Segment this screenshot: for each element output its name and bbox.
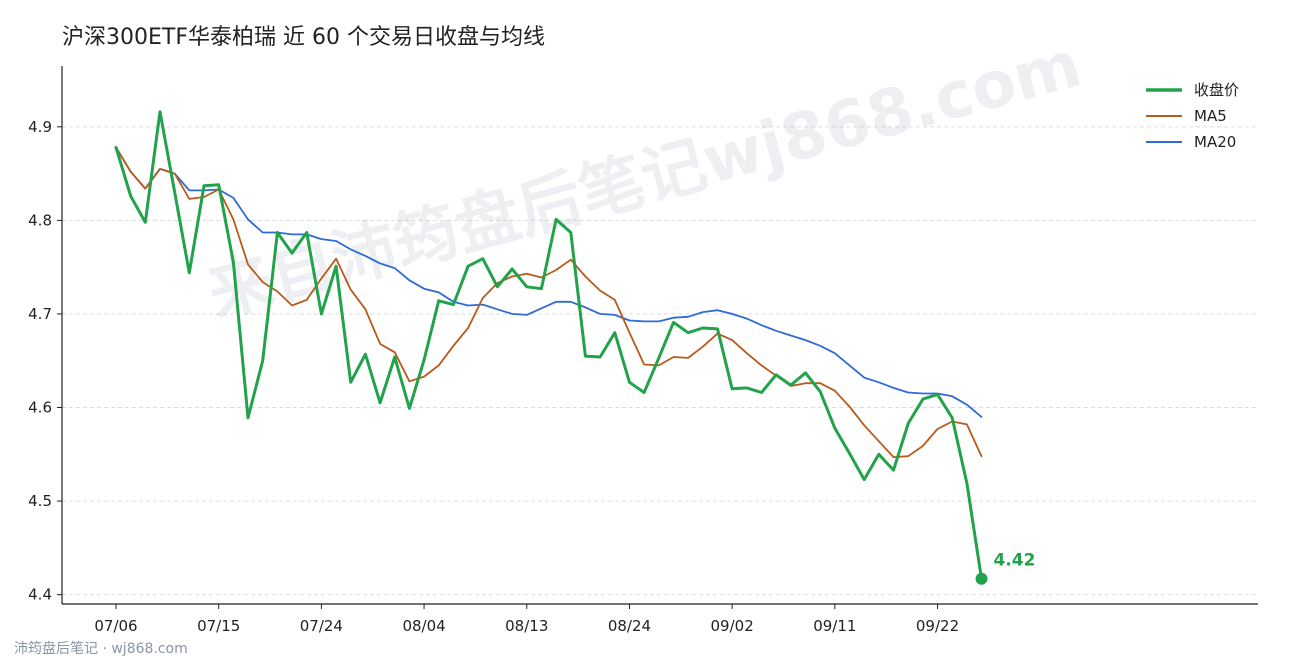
- y-tick-label: 4.6: [28, 399, 52, 417]
- y-tick-label: 4.9: [28, 118, 52, 136]
- x-tick-label: 09/02: [711, 617, 754, 635]
- x-tick-label: 08/04: [402, 617, 445, 635]
- chart-title: 沪深300ETF华泰柏瑞 近 60 个交易日收盘与均线: [62, 25, 545, 50]
- x-ticks: 07/06 07/15 07/24 08/04 08/13 08/24 09/02 09/11…: [94, 604, 959, 635]
- x-tick-label: 08/13: [505, 617, 548, 635]
- legend: 收盘价 MA5 MA20: [1146, 81, 1239, 151]
- legend-label: 收盘价: [1194, 81, 1239, 99]
- y-tick-label: 4.4: [28, 586, 52, 604]
- legend-label: MA5: [1194, 107, 1227, 125]
- last-close-point: [975, 572, 988, 585]
- x-tick-label: 07/06: [94, 617, 137, 635]
- y-tick-label: 4.5: [28, 492, 52, 510]
- footer-text: 沛筠盘后笔记 · wj868.com: [14, 640, 188, 657]
- series-line-close: [114, 110, 983, 581]
- series-line-ma5: [115, 146, 983, 459]
- y-tick-label: 4.7: [28, 305, 52, 323]
- grid: [62, 126, 1258, 596]
- x-tick-label: 07/15: [197, 617, 240, 635]
- x-tick-label: 09/11: [813, 617, 856, 635]
- last-close-label: 4.42: [994, 551, 1036, 571]
- x-tick-label: 09/22: [916, 617, 959, 635]
- series-lines: 4.42: [114, 110, 1036, 585]
- series-line-ma20: [115, 146, 983, 418]
- y-ticks: 4.4 4.5 4.6 4.7 4.8 4.9: [28, 118, 62, 604]
- legend-label: MA20: [1194, 133, 1236, 151]
- x-tick-label: 08/24: [608, 617, 651, 635]
- axes: [61, 66, 1258, 605]
- x-tick-label: 07/24: [300, 617, 343, 635]
- y-tick-label: 4.8: [28, 211, 52, 229]
- watermark: 来自沛筠盘后笔记wj868.com: [201, 28, 1089, 332]
